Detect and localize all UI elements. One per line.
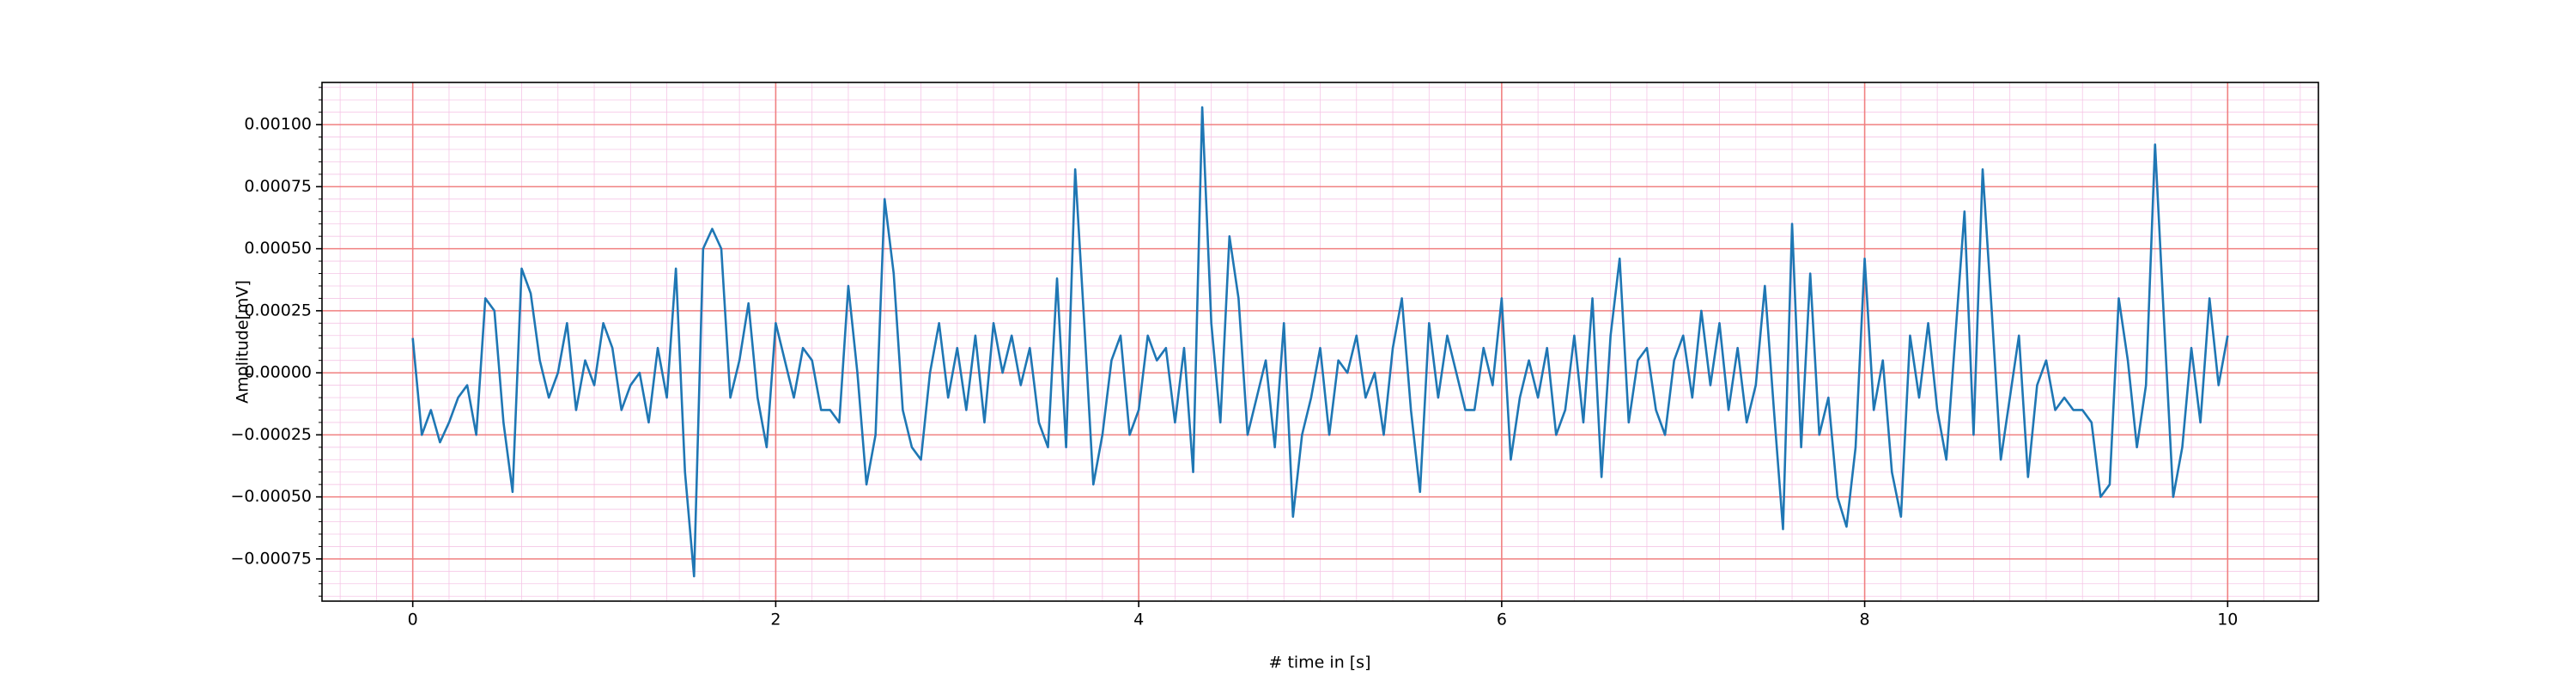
y-axis-label: Amplitude[mV] (234, 280, 252, 404)
y-tick-label: −0.00075 (231, 549, 313, 568)
signal-line (411, 106, 2229, 578)
y-tick-label: −0.00050 (231, 487, 313, 506)
y-tick-label: 0.00000 (244, 363, 312, 382)
y-tick-label: 0.00100 (244, 115, 312, 134)
x-tick-label: 6 (1497, 611, 1507, 629)
y-tick-label: 0.00050 (244, 239, 312, 258)
plot-area (411, 106, 2229, 578)
grid (316, 82, 2318, 607)
x-tick-label: 10 (2217, 611, 2238, 629)
y-tick-label: −0.00025 (231, 425, 313, 444)
x-tick-label: 2 (770, 611, 781, 629)
axes-frame (321, 82, 2319, 602)
y-tick-label: 0.00025 (244, 301, 312, 319)
x-tick-label: 8 (1860, 611, 1870, 629)
x-axis-label: # time in [s] (1268, 654, 1370, 672)
x-tick-label: 4 (1133, 611, 1144, 629)
x-tick-label: 0 (408, 611, 418, 629)
y-tick-label: 0.00075 (244, 177, 312, 196)
